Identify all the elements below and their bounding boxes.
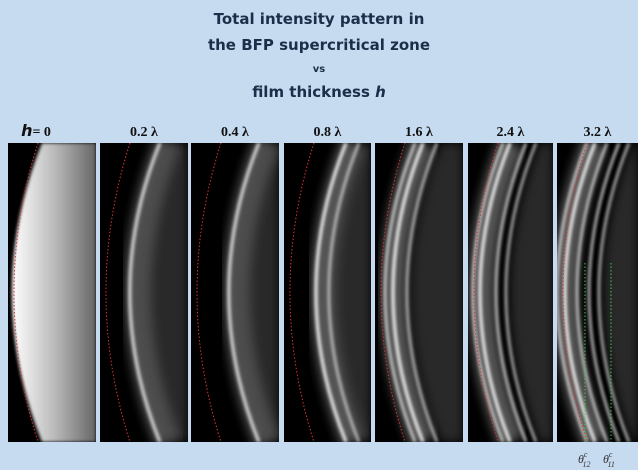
panel: 0.8 λ bbox=[284, 125, 371, 442]
panel-value: 0.2 λ bbox=[130, 125, 158, 140]
angle-sup: c bbox=[584, 450, 588, 459]
panel-label: 0.2 λ bbox=[130, 125, 158, 140]
page: Total intensity pattern in the BFP super… bbox=[0, 0, 638, 470]
panel-image bbox=[191, 143, 279, 442]
panel-label: 1.6 λ bbox=[405, 125, 433, 140]
panel-label: 2.4 λ bbox=[497, 125, 525, 140]
title-line: the BFP supercritical zone bbox=[208, 36, 430, 54]
title-line: film thickness h bbox=[252, 83, 386, 101]
title-var: h bbox=[375, 83, 386, 101]
panel-value: 2.4 λ bbox=[497, 125, 525, 140]
angle-sub: 12 bbox=[582, 460, 590, 469]
panel-label: 0.4 λ bbox=[221, 125, 249, 140]
panel: 0.2 λ bbox=[100, 125, 188, 442]
panel-var: h bbox=[21, 121, 32, 140]
panel: 3.2 λ bbox=[557, 125, 638, 442]
panel-image bbox=[557, 143, 638, 442]
panel-image bbox=[375, 143, 463, 442]
panel-image bbox=[284, 143, 371, 442]
panel-image bbox=[8, 143, 96, 442]
panels: h= 0 0.2 λ 0.4 λ 0.8 λ 1.6 λ 2.4 λ 3.2 λ bbox=[8, 121, 638, 442]
panel-value: = 0 bbox=[32, 125, 50, 140]
panel-value: 0.8 λ bbox=[314, 125, 342, 140]
panel-label: h= 0 bbox=[21, 121, 51, 140]
title-line: vs bbox=[313, 64, 326, 75]
title-text: film thickness bbox=[252, 83, 370, 101]
panel-value: 1.6 λ bbox=[405, 125, 433, 140]
panel-value: 0.4 λ bbox=[221, 125, 249, 140]
panel: h= 0 bbox=[8, 121, 96, 442]
panel-label: 0.8 λ bbox=[314, 125, 342, 140]
title-line: Total intensity pattern in bbox=[214, 10, 425, 28]
panel: 0.4 λ bbox=[191, 125, 279, 442]
angle-sup: c bbox=[609, 450, 613, 459]
panel-image bbox=[100, 143, 188, 442]
panel: 1.6 λ bbox=[375, 125, 463, 442]
panel-value: 3.2 λ bbox=[584, 125, 612, 140]
panel-image bbox=[468, 143, 553, 442]
panel-label: 3.2 λ bbox=[584, 125, 612, 140]
panel: 2.4 λ bbox=[468, 125, 553, 442]
angle-sub: 11 bbox=[607, 460, 614, 469]
figure: Total intensity pattern in the BFP super… bbox=[0, 0, 638, 470]
